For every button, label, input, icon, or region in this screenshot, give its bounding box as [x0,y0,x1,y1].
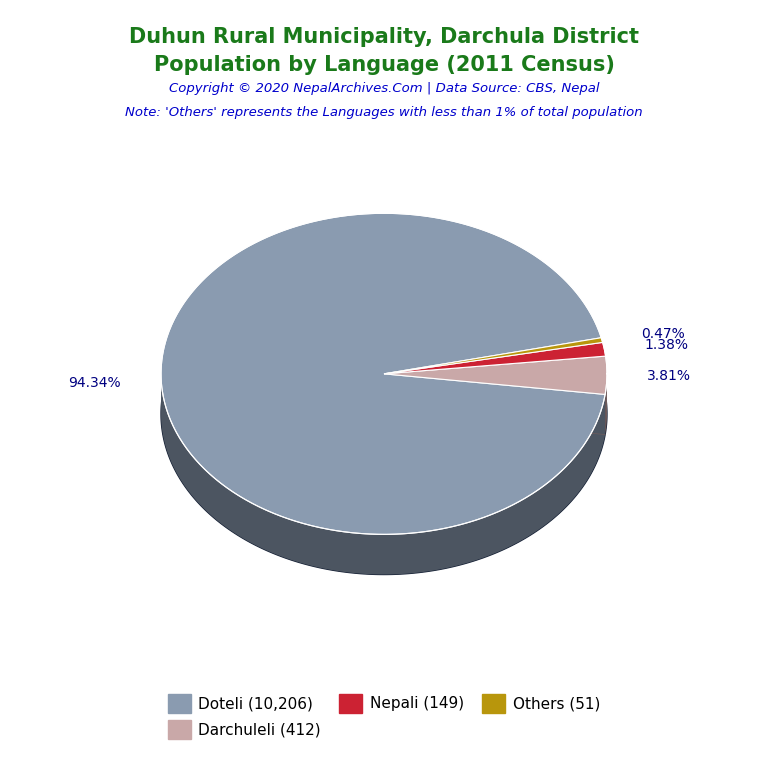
Polygon shape [161,377,605,574]
Polygon shape [384,338,603,374]
Polygon shape [384,343,606,374]
Text: Duhun Rural Municipality, Darchula District: Duhun Rural Municipality, Darchula Distr… [129,27,639,47]
Text: 0.47%: 0.47% [641,327,685,341]
Polygon shape [161,253,607,574]
Text: 94.34%: 94.34% [68,376,121,390]
Polygon shape [161,214,605,535]
Legend: Doteli (10,206), Darchuleli (412), Nepali (149), Others (51): Doteli (10,206), Darchuleli (412), Nepal… [161,688,607,745]
Polygon shape [605,374,607,435]
Text: 1.38%: 1.38% [644,338,688,352]
Text: Copyright © 2020 NepalArchives.Com | Data Source: CBS, Nepal: Copyright © 2020 NepalArchives.Com | Dat… [169,82,599,95]
Polygon shape [384,356,607,395]
Text: Population by Language (2011 Census): Population by Language (2011 Census) [154,55,614,75]
Text: Note: 'Others' represents the Languages with less than 1% of total population: Note: 'Others' represents the Languages … [125,106,643,119]
Text: 3.81%: 3.81% [647,369,691,382]
